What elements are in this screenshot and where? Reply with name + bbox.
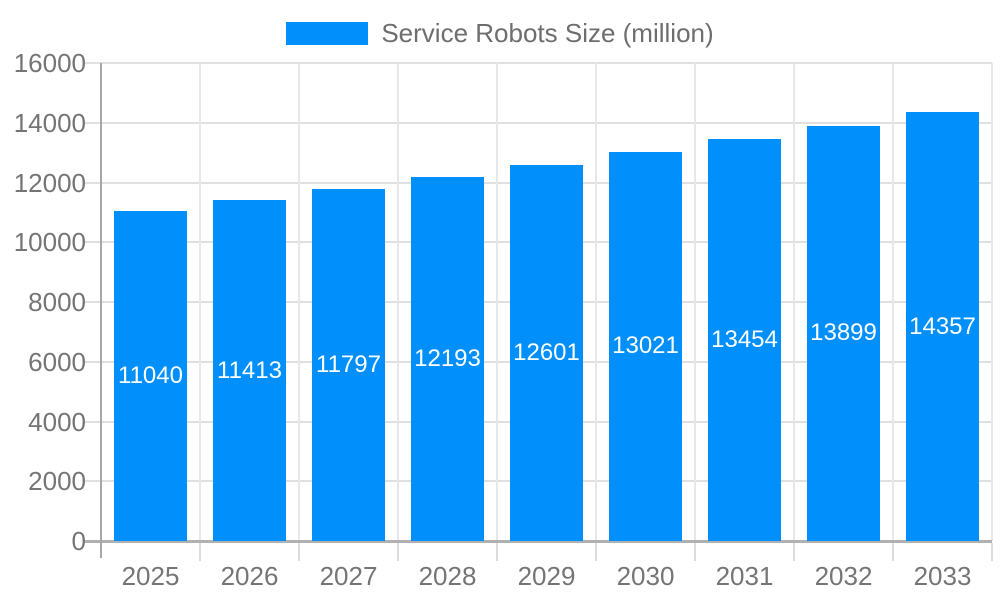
bar (312, 188, 385, 541)
bar-value-label: 12601 (513, 338, 580, 366)
gridline-vertical (496, 63, 498, 541)
gridline-vertical (991, 63, 993, 541)
x-axis-tick (793, 543, 795, 561)
y-axis-tick (85, 301, 101, 303)
x-axis-tick (397, 543, 399, 561)
bar (708, 139, 781, 541)
bar (906, 112, 979, 541)
bar (510, 164, 583, 541)
gridline-horizontal (101, 62, 992, 64)
gridline-vertical (298, 63, 300, 541)
bar (411, 176, 484, 541)
x-axis-label: 2033 (913, 561, 972, 591)
y-axis-tick (85, 121, 101, 124)
y-axis-label: 14000 (13, 107, 86, 138)
y-axis-line (100, 63, 102, 558)
x-axis-label: 2027 (319, 561, 378, 591)
x-axis-label: 2026 (220, 561, 279, 591)
x-axis-tick (892, 543, 894, 561)
x-axis-label: 2025 (121, 561, 180, 591)
y-axis-label: 10000 (13, 227, 86, 258)
gridline-vertical (199, 63, 201, 541)
y-axis-label: 0 (71, 526, 86, 556)
x-axis-line (85, 540, 992, 543)
bar-value-label: 11040 (118, 362, 183, 390)
bar-value-label: 11413 (217, 356, 282, 384)
legend-swatch (286, 21, 369, 45)
bar (213, 200, 286, 541)
y-axis-label: 6000 (28, 346, 86, 377)
x-axis-tick (496, 543, 498, 561)
y-axis-tick (85, 360, 101, 363)
gridline-vertical (595, 63, 597, 541)
y-axis-tick (85, 181, 101, 184)
gridline-vertical (892, 63, 894, 541)
bar (114, 211, 187, 541)
gridline-vertical (397, 63, 399, 541)
y-axis-tick (85, 480, 101, 483)
x-axis-tick (298, 543, 300, 561)
bar-value-label: 13454 (711, 326, 778, 354)
x-axis-label: 2028 (418, 561, 477, 591)
bar (807, 125, 880, 541)
legend: Service Robots Size (million) (0, 20, 1000, 46)
x-axis-label: 2029 (517, 561, 576, 591)
y-axis-label: 8000 (28, 287, 86, 317)
gridline-horizontal (101, 121, 992, 124)
y-axis-label: 2000 (28, 466, 86, 497)
y-axis-tick (85, 241, 101, 244)
x-axis-tick (199, 543, 201, 561)
y-axis-tick (85, 420, 101, 423)
y-axis-label: 16000 (13, 48, 86, 78)
x-axis-label: 2032 (814, 561, 873, 591)
bar-value-label: 13899 (810, 319, 877, 347)
legend-item[interactable]: Service Robots Size (million) (286, 18, 714, 48)
bar (609, 151, 682, 541)
x-axis-label: 2031 (715, 561, 774, 591)
y-axis-label: 12000 (13, 167, 86, 198)
gridline-vertical (694, 63, 696, 541)
gridline-vertical (793, 63, 795, 541)
bar-value-label: 12193 (414, 344, 481, 372)
x-axis-label: 2030 (616, 561, 675, 591)
bar-value-label: 14357 (909, 312, 976, 340)
y-axis-label: 4000 (28, 406, 86, 437)
x-axis-tick (595, 543, 597, 561)
legend-label: Service Robots Size (million) (381, 18, 714, 48)
y-axis-tick (85, 62, 101, 64)
bar-value-label: 11797 (316, 350, 381, 378)
x-axis-tick (991, 543, 993, 561)
bar-value-label: 13021 (612, 332, 679, 360)
x-axis-tick (694, 543, 696, 561)
